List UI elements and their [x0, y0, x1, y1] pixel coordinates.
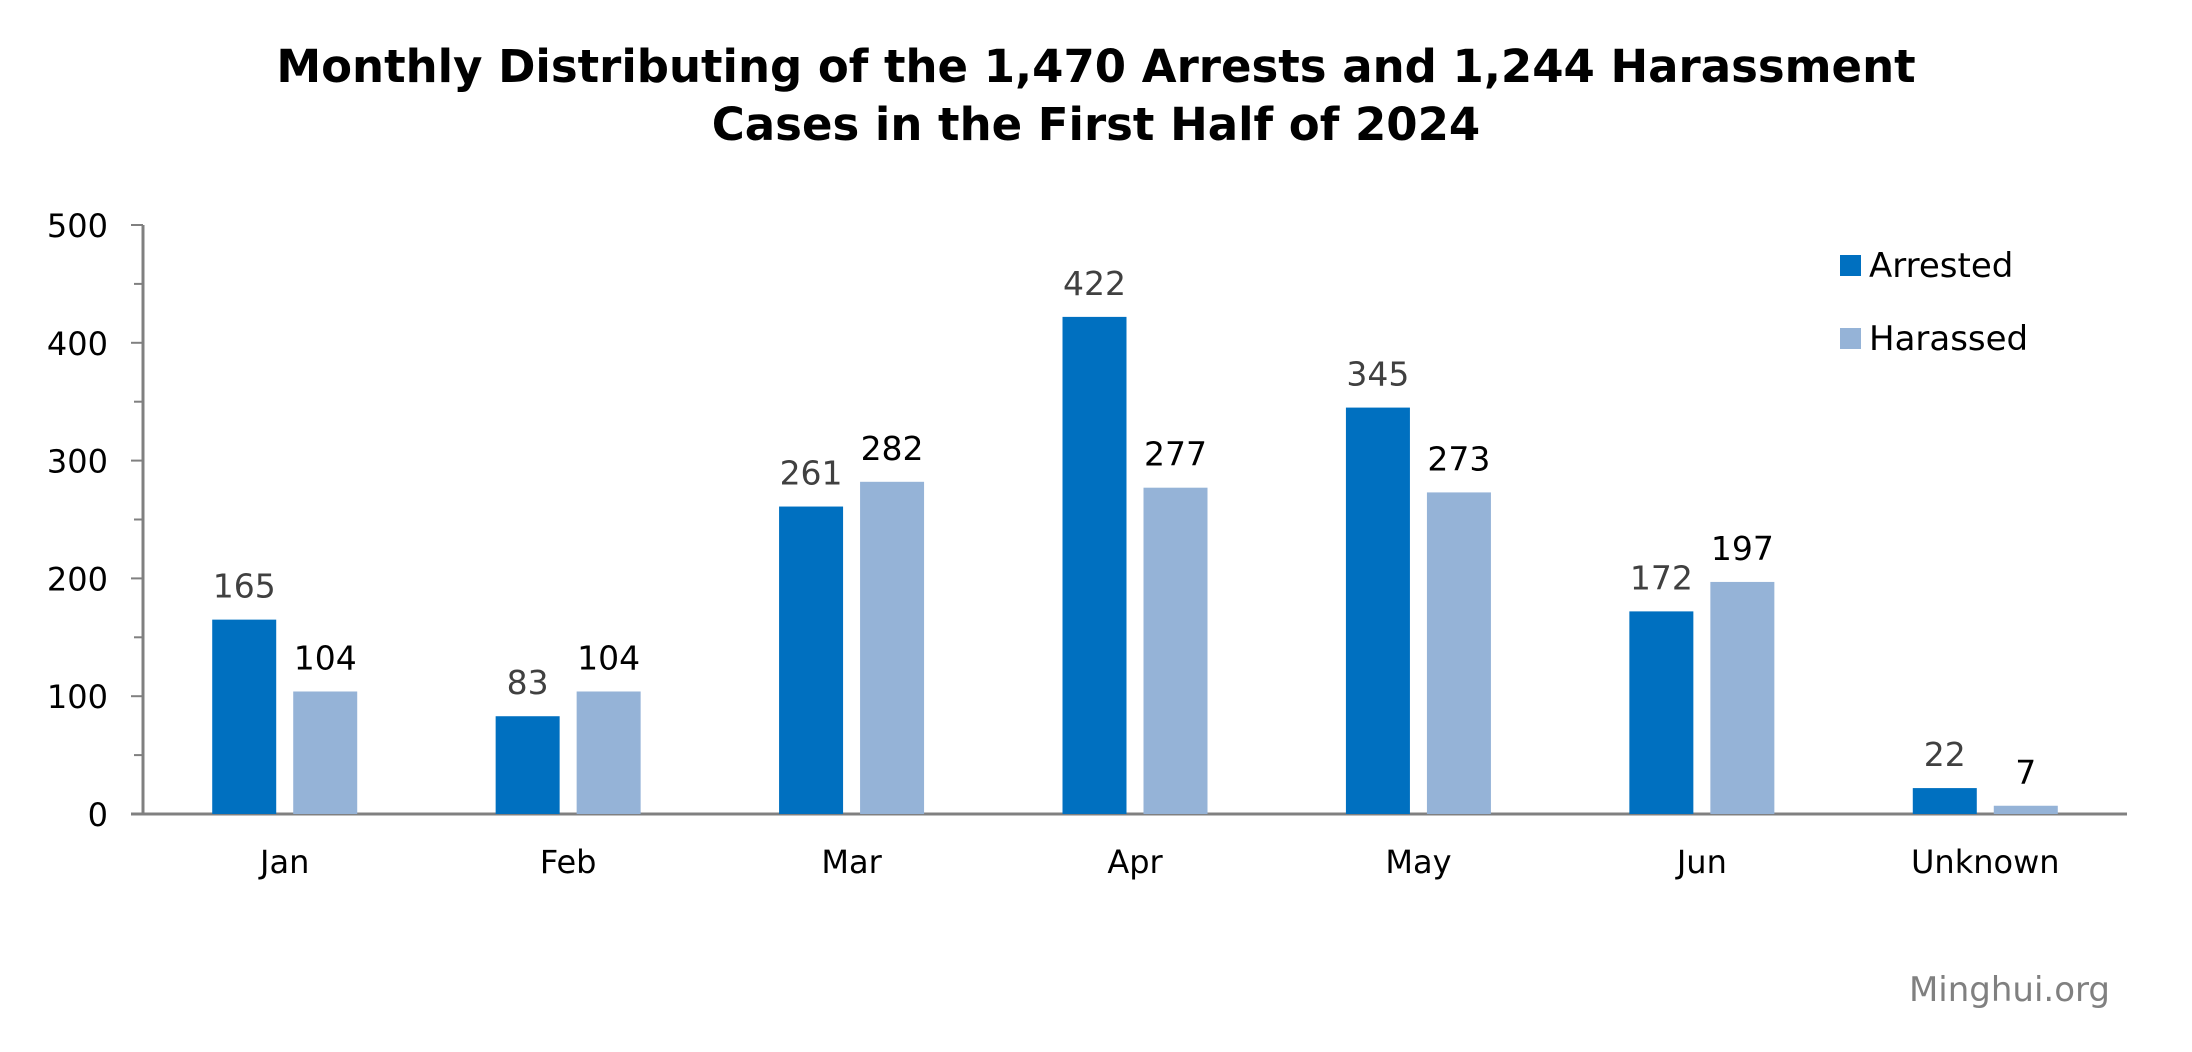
- bars: [212, 316, 2058, 814]
- data-label-arrested: 422: [1063, 264, 1126, 303]
- bar-harassed-may: [1426, 492, 1491, 814]
- y-tick-label: 100: [47, 678, 108, 716]
- data-label-harassed: 197: [1711, 529, 1774, 568]
- bar-harassed-mar: [860, 481, 925, 814]
- bar-arrested-jan: [212, 619, 277, 814]
- y-tick-label: 300: [47, 443, 108, 481]
- data-label-arrested: 172: [1630, 558, 1693, 597]
- bar-harassed-jun: [1710, 581, 1775, 814]
- watermark: Minghui.org: [1909, 970, 2110, 1010]
- data-label-harassed: 282: [861, 429, 924, 468]
- data-label-harassed: 104: [294, 638, 357, 677]
- y-tick-label: 200: [47, 560, 108, 598]
- legend-label-harassed: Harassed: [1869, 319, 2028, 359]
- bar-arrested-mar: [779, 506, 844, 814]
- data-label-harassed: 7: [2015, 753, 2036, 792]
- x-tick-label: Jan: [258, 843, 309, 881]
- legend-label-arrested: Arrested: [1869, 246, 2013, 286]
- bar-harassed-jan: [293, 691, 358, 814]
- bar-arrested-may: [1345, 407, 1410, 814]
- x-tick-label: Feb: [540, 843, 597, 881]
- data-label-arrested: 165: [213, 567, 276, 606]
- y-tick-label: 500: [47, 207, 108, 245]
- data-label-arrested: 83: [507, 663, 549, 702]
- legend: Arrested Harassed: [1840, 246, 2028, 359]
- bar-harassed-feb: [576, 691, 641, 814]
- data-labels: 165 83 261 422 345 172 22 104 104 282 277 273 197 7: [213, 264, 2037, 792]
- data-label-arrested: 22: [1924, 735, 1966, 774]
- axes: 0 100 200 300 400 500 Jan Feb Mar Apr May Jun Unknow…: [47, 207, 2127, 881]
- x-tick-label: May: [1385, 843, 1451, 881]
- chart-title: Monthly Distributing of the 1,470 Arrest…: [276, 40, 1915, 151]
- data-label-arrested: 261: [780, 454, 843, 493]
- data-label-harassed: 273: [1427, 439, 1490, 478]
- data-label-harassed: 104: [577, 638, 640, 677]
- x-tick-label: Unknown: [1911, 843, 2060, 881]
- y-tick-label: 400: [47, 325, 108, 363]
- chart-title-line-1: Monthly Distributing of the 1,470 Arrest…: [276, 40, 1915, 93]
- data-label-harassed: 277: [1144, 435, 1207, 474]
- legend-swatch-harassed: [1840, 328, 1861, 349]
- data-label-arrested: 345: [1346, 355, 1409, 394]
- bar-harassed-unknown: [1993, 805, 2058, 814]
- bar-arrested-unknown: [1912, 788, 1977, 814]
- y-tick-label: 0: [88, 796, 108, 834]
- legend-swatch-arrested: [1840, 255, 1861, 276]
- chart-title-line-2: Cases in the First Half of 2024: [712, 98, 1480, 151]
- bar-harassed-apr: [1143, 487, 1208, 814]
- x-tick-label: Apr: [1107, 843, 1163, 881]
- bar-arrested-apr: [1062, 316, 1127, 814]
- x-tick-label: Jun: [1675, 843, 1727, 881]
- bar-arrested-feb: [495, 716, 560, 814]
- bar-arrested-jun: [1629, 611, 1694, 814]
- x-tick-label: Mar: [821, 843, 882, 881]
